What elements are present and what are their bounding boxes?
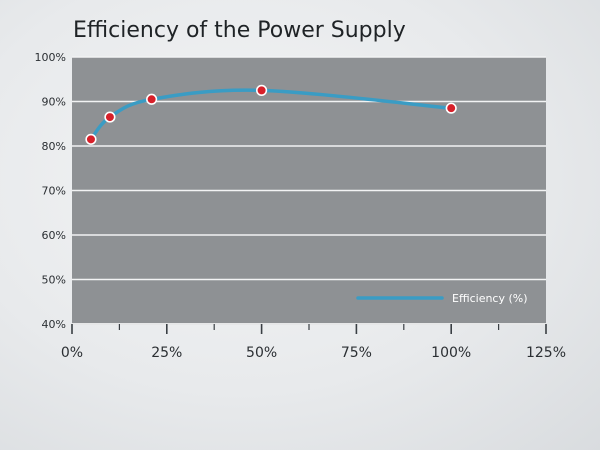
- y-tick-label: 100%: [35, 51, 66, 64]
- x-tick-label: 125%: [526, 345, 566, 361]
- y-tick-label: 40%: [42, 318, 66, 331]
- y-tick-label: 50%: [42, 274, 66, 287]
- y-tick-label: 90%: [42, 96, 66, 109]
- x-tick-label: 0%: [61, 345, 83, 361]
- data-point: [146, 93, 158, 105]
- y-tick-label: 60%: [42, 229, 66, 242]
- legend-label: Efficiency (%): [452, 292, 528, 305]
- data-point: [256, 84, 268, 96]
- x-tick-label: 75%: [341, 345, 372, 361]
- data-point: [104, 111, 116, 123]
- chart-title: Efficiency of the Power Supply: [73, 18, 406, 43]
- x-tick-label: 50%: [246, 345, 277, 361]
- x-tick-label: 25%: [151, 345, 182, 361]
- x-tick-label: 100%: [431, 345, 471, 361]
- y-tick-label: 70%: [42, 185, 66, 198]
- y-tick-label: 80%: [42, 140, 66, 153]
- data-point: [445, 102, 457, 114]
- data-point: [85, 133, 97, 145]
